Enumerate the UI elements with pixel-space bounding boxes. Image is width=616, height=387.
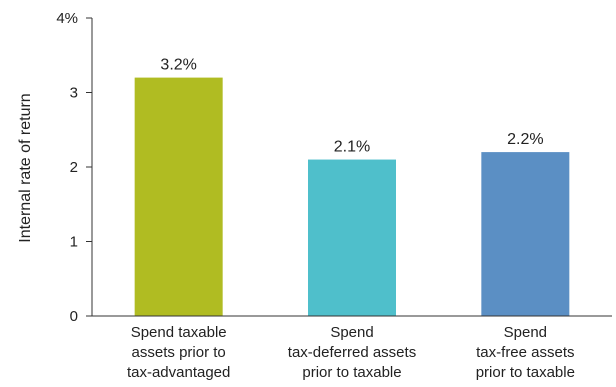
x-category-label-line: Spend taxable xyxy=(131,324,227,341)
data-label: 2.1% xyxy=(334,139,370,156)
y-tick-label: 4% xyxy=(56,10,78,27)
data-labels: 3.2% 2.1% 2.2% xyxy=(160,57,543,156)
x-category-label-line: Spend xyxy=(504,324,547,341)
data-label: 3.2% xyxy=(160,57,196,74)
bar xyxy=(481,152,570,316)
x-category-label: Spend tax-free assets prior to taxable xyxy=(476,324,575,381)
y-axis: 0 1 2 3 4% xyxy=(56,10,93,325)
x-axis-labels: Spend taxable assets prior to tax-advantag… xyxy=(127,324,575,381)
bar xyxy=(134,77,223,316)
x-category-label-line: tax-advantaged xyxy=(127,364,230,381)
y-tick-label: 1 xyxy=(70,234,78,251)
x-category-label-line: Spend xyxy=(330,324,373,341)
bar xyxy=(308,159,396,316)
y-tick-label: 0 xyxy=(70,308,78,325)
x-category-label-line: prior to taxable xyxy=(476,364,575,381)
x-category-label-line: assets prior to xyxy=(132,344,226,361)
y-tick-label: 2 xyxy=(70,159,78,176)
y-tick-label: 3 xyxy=(70,85,78,102)
bars xyxy=(134,77,570,316)
x-category-label-line: tax-free assets xyxy=(476,344,574,361)
y-axis-label: Internal rate of return xyxy=(17,93,34,242)
data-label: 2.2% xyxy=(507,131,543,148)
x-category-label-line: prior to taxable xyxy=(302,364,401,381)
x-category-label: Spend tax-deferred assets prior to taxable xyxy=(288,324,416,381)
x-category-label-line: tax-deferred assets xyxy=(288,344,416,361)
x-category-label: Spend taxable assets prior to tax-advantag… xyxy=(127,324,230,381)
